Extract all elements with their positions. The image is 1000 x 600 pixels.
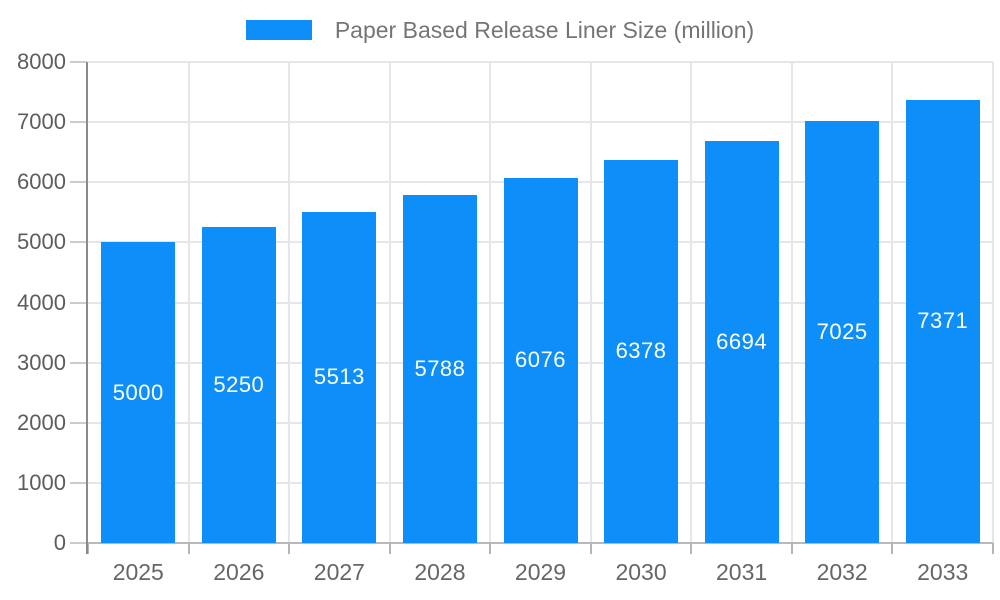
- x-tick-label: 2032: [816, 559, 868, 585]
- bar: 5513: [302, 211, 377, 543]
- x-tick: [790, 543, 793, 554]
- y-tick-label: 2000: [17, 409, 66, 435]
- legend-swatch: [245, 20, 312, 40]
- bar: 5250: [201, 227, 276, 543]
- y-tick: [70, 61, 87, 63]
- x-tick: [690, 543, 693, 554]
- h-gridline: [88, 121, 993, 124]
- y-tick-label: 5000: [17, 229, 66, 255]
- x-tick: [589, 543, 592, 554]
- y-tick: [70, 301, 87, 304]
- h-gridline: [88, 61, 993, 63]
- v-gridline: [288, 62, 291, 543]
- y-tick: [70, 181, 87, 184]
- y-tick-label: 7000: [17, 109, 66, 135]
- x-tick: [489, 543, 492, 554]
- v-gridline: [992, 62, 994, 543]
- y-tick: [70, 361, 87, 364]
- bar: 7025: [805, 120, 880, 543]
- x-tick-label: 2027: [313, 559, 365, 585]
- y-tick: [70, 481, 87, 484]
- v-gridline: [187, 62, 190, 543]
- v-gridline: [589, 62, 592, 543]
- v-gridline: [388, 62, 391, 543]
- y-tick-label: 3000: [17, 349, 66, 375]
- x-tick: [891, 543, 894, 554]
- v-gridline: [489, 62, 492, 543]
- v-gridline: [690, 62, 693, 543]
- bar-value-label: 5788: [414, 355, 466, 381]
- y-tick-label: 4000: [17, 289, 66, 315]
- x-tick-label: 2028: [414, 559, 466, 585]
- y-tick: [70, 421, 87, 424]
- x-tick: [87, 543, 89, 554]
- bar-value-label: 5513: [313, 364, 365, 390]
- bar: 6694: [704, 140, 779, 543]
- x-tick: [992, 543, 994, 554]
- x-tick-label: 2029: [514, 559, 567, 585]
- y-tick-label: 6000: [17, 169, 66, 195]
- v-gridline: [790, 62, 793, 543]
- legend-item[interactable]: Paper Based Release Liner Size (million): [0, 17, 1000, 43]
- x-tick: [388, 543, 391, 554]
- y-tick: [70, 542, 87, 544]
- x-tick: [187, 543, 190, 554]
- y-tick-label: 0: [53, 530, 66, 555]
- x-tick: [288, 543, 291, 554]
- bar-value-label: 5250: [213, 372, 265, 398]
- x-tick-label: 2031: [716, 559, 768, 585]
- y-tick: [70, 241, 87, 244]
- x-tick-label: 2025: [112, 559, 164, 585]
- x-baseline: [88, 542, 993, 544]
- bar-value-label: 6378: [615, 338, 667, 364]
- x-tick-label: 2026: [213, 559, 265, 585]
- legend-label: Paper Based Release Liner Size (million): [334, 17, 755, 43]
- bar: 6076: [503, 177, 578, 543]
- bar-value-label: 7025: [816, 318, 868, 344]
- bar-value-label: 5000: [112, 379, 164, 405]
- x-tick-label: 2030: [615, 559, 667, 585]
- bar-value-label: 6076: [515, 347, 566, 373]
- bar: 6378: [604, 159, 679, 543]
- y-tick-label: 8000: [17, 49, 66, 74]
- y-tick-label: 1000: [17, 469, 66, 495]
- bar: 5000: [101, 242, 176, 543]
- bar-value-label: 6694: [716, 328, 768, 354]
- x-tick-label: 2033: [917, 559, 969, 585]
- y-tick: [70, 121, 87, 124]
- bar: 7371: [905, 99, 980, 543]
- bar: 5788: [402, 194, 477, 543]
- bar-value-label: 7371: [917, 308, 969, 334]
- y-axis-line: [86, 62, 88, 554]
- v-gridline: [891, 62, 894, 543]
